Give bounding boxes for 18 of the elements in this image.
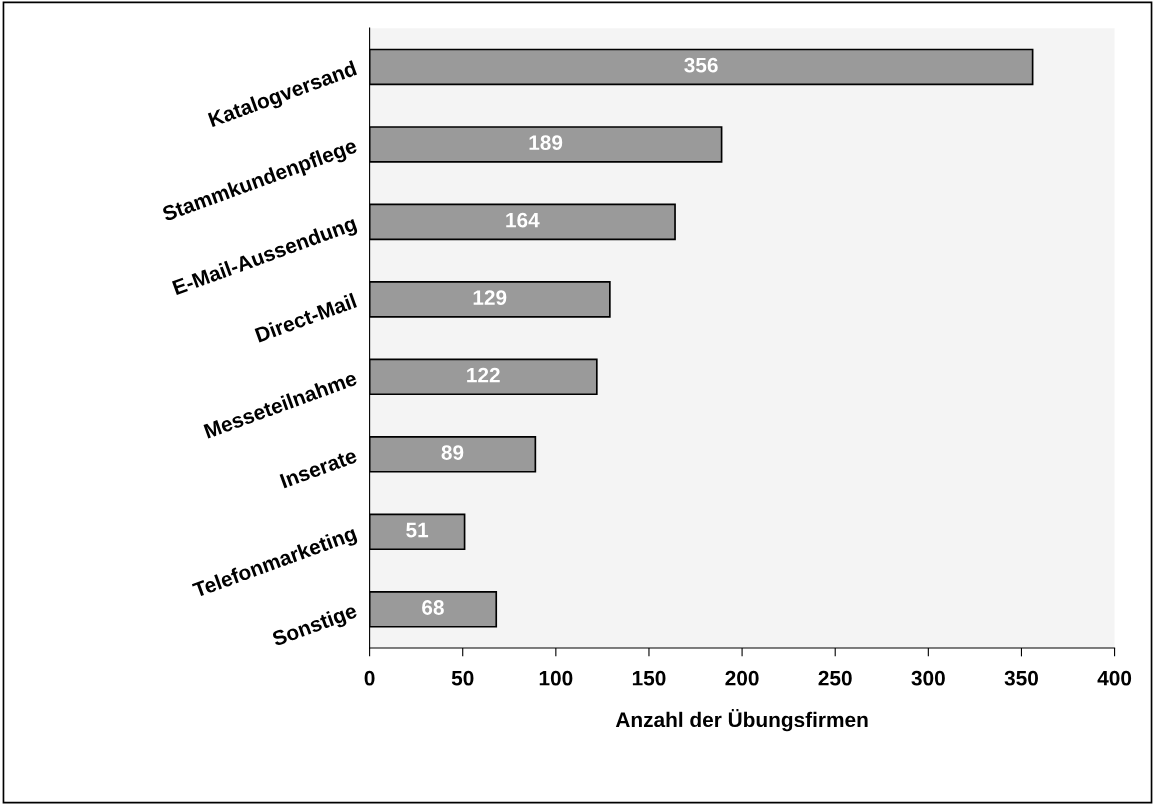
x-tick-label: 400 <box>1097 670 1132 686</box>
data-label: 68 <box>422 600 444 615</box>
data-label: 51 <box>406 522 429 538</box>
data-label: 129 <box>473 290 507 305</box>
data-label: 89 <box>441 445 464 460</box>
x-tick-label: 350 <box>1004 670 1038 686</box>
x-tick-label: 250 <box>818 670 852 686</box>
x-tick-label: 150 <box>632 670 666 686</box>
x-tick-label: 50 <box>451 670 474 686</box>
x-tick-label: 300 <box>911 670 945 686</box>
x-tick-label: 0 <box>364 670 375 686</box>
x-tick-label: 100 <box>539 670 573 686</box>
data-label: 164 <box>506 212 540 228</box>
x-tick-label: 200 <box>725 670 759 686</box>
data-label: 122 <box>467 367 500 383</box>
data-label: 356 <box>684 57 718 73</box>
data-label: 189 <box>529 135 563 150</box>
x-axis-title: Anzahl der Übungsfirmen <box>615 709 868 732</box>
